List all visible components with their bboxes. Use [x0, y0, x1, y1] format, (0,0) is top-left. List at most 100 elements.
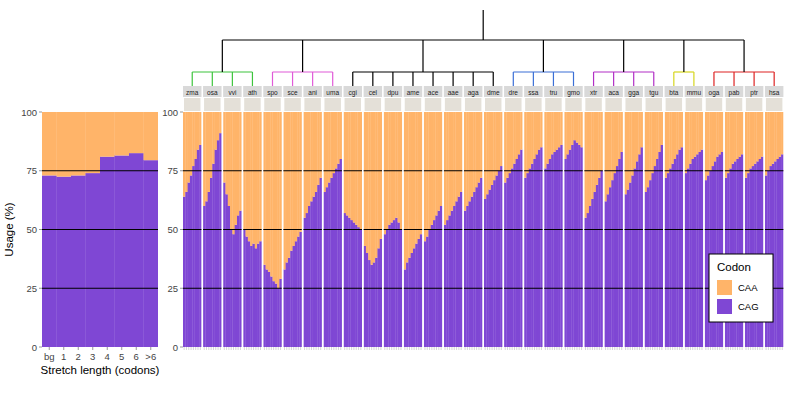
bar-caa [647, 112, 650, 187]
x-tick [271, 347, 272, 350]
bar-caa [323, 112, 326, 192]
legend: CodonCAACAG [709, 254, 773, 322]
bar-caa [86, 112, 101, 173]
bar-caa [299, 112, 301, 232]
x-tick [244, 347, 245, 350]
bar-caa [629, 112, 632, 183]
x-tick [654, 347, 655, 350]
bar-caa [268, 112, 271, 272]
tree-branch [432, 72, 433, 86]
bar-caa [266, 112, 269, 269]
x-tick [762, 347, 763, 350]
panel [344, 112, 362, 347]
grid-line [464, 229, 482, 230]
strip [665, 86, 683, 97]
grid-line [424, 229, 442, 230]
bar-cag [444, 225, 447, 347]
bar-caa [250, 112, 253, 246]
x-tick [730, 347, 731, 350]
grid-line [42, 170, 158, 171]
grid-line [283, 229, 301, 230]
bar-cag [188, 183, 191, 348]
x-tick [218, 347, 219, 350]
x-tick [92, 347, 93, 350]
bar-cag [699, 152, 702, 347]
panel-label: uma [326, 89, 339, 96]
tree-branch [302, 40, 303, 72]
panel [544, 112, 562, 347]
strip [283, 86, 301, 97]
tree-branch [493, 72, 494, 86]
bar-caa [692, 112, 695, 159]
tree-branch [352, 72, 353, 86]
bar-caa [614, 112, 617, 173]
x-tick [612, 347, 613, 350]
grid-line [544, 229, 562, 230]
x-tick [677, 347, 678, 350]
bar-cag [480, 178, 482, 347]
bar-cag [600, 171, 602, 347]
x-tick [326, 347, 327, 350]
bar-caa [600, 112, 602, 171]
bar-caa [480, 112, 482, 178]
tree-branch [292, 72, 293, 86]
x-tick [371, 347, 372, 350]
x-tick [728, 347, 729, 350]
bar-caa [395, 112, 398, 218]
bar-caa [192, 112, 195, 166]
x-tick [306, 347, 307, 350]
x-tick [601, 347, 602, 350]
grid-line [263, 170, 281, 171]
x-tick [284, 347, 285, 350]
species-icon [345, 98, 361, 111]
x-tick-label: bg [44, 351, 55, 362]
grid-line [263, 229, 281, 230]
tree-branch [473, 72, 474, 86]
grid-line [42, 229, 158, 230]
x-tick [394, 347, 395, 350]
species-icon [304, 98, 320, 111]
x-tick [641, 347, 642, 350]
bar-caa [279, 112, 281, 279]
x-tick [692, 347, 693, 350]
bar-cag [299, 232, 301, 347]
x-tick [445, 347, 446, 350]
bar-caa [719, 112, 722, 154]
bar-cag [667, 173, 670, 347]
bar-caa [678, 112, 681, 150]
bar-cag [567, 154, 570, 347]
panel [223, 112, 241, 347]
bar-caa [286, 112, 289, 262]
panel [484, 112, 502, 347]
x-tick [474, 347, 475, 350]
bar-caa [129, 112, 144, 153]
x-tick [296, 347, 297, 350]
y-tick [39, 112, 42, 113]
bar-cag [491, 185, 494, 347]
bar-cag [263, 265, 266, 347]
panel-label: zma [186, 89, 199, 96]
species-icon [666, 98, 682, 111]
grid-line [364, 288, 382, 289]
bar-caa [484, 112, 487, 199]
x-tick [668, 347, 669, 350]
bar-caa [433, 112, 436, 220]
x-tick [478, 347, 479, 350]
bar-caa [651, 112, 654, 173]
bar-caa [649, 112, 652, 180]
y-tick [39, 347, 42, 348]
x-tick [665, 347, 666, 350]
strip [705, 86, 723, 97]
x-tick [565, 347, 566, 350]
strip [484, 86, 502, 97]
y-tick [180, 288, 183, 289]
bar-cag [665, 178, 668, 347]
bar-cag [658, 152, 661, 347]
bar-caa [556, 112, 559, 150]
bar-caa [609, 112, 612, 187]
x-tick [715, 347, 716, 350]
bar-caa [689, 112, 692, 164]
bar-caa [408, 112, 411, 258]
bar-cag [215, 150, 218, 347]
x-tick-label: 6 [134, 351, 139, 362]
